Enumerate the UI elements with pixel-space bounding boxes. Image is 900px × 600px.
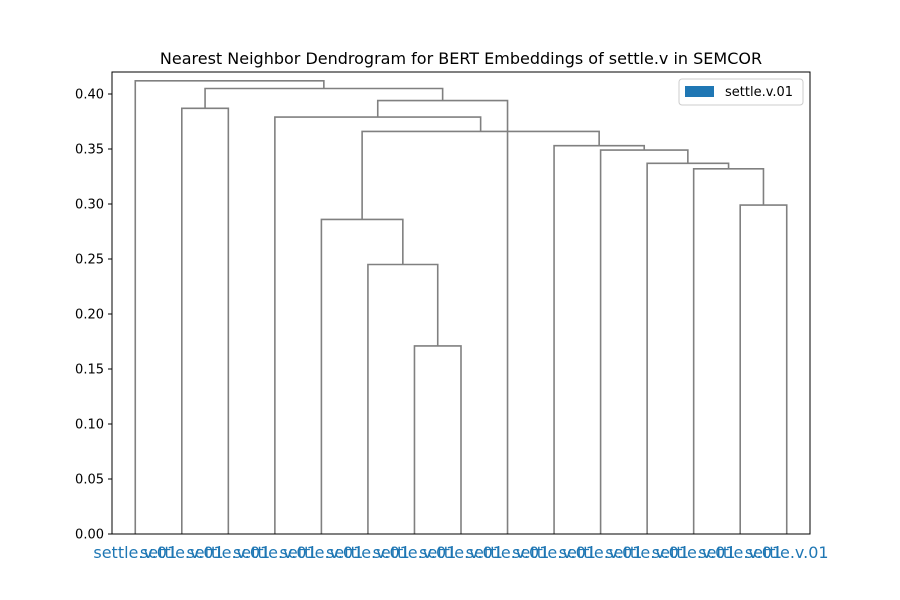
legend-box <box>678 78 804 106</box>
y-tick-label: 0.25 <box>75 253 104 268</box>
leaf-label: settle.v.01 <box>466 543 550 562</box>
leaf-labels: settle.v.01settle.v.01settle.v.01settle.… <box>93 543 828 562</box>
leaf-label: settle.v.01 <box>698 543 782 562</box>
legend-swatch <box>685 86 714 97</box>
y-tick-label: 0.05 <box>75 473 104 488</box>
axes-frame <box>111 71 811 535</box>
dendrogram-link <box>134 80 325 534</box>
leaf-label: settle.v.01 <box>605 543 689 562</box>
leaf-label: settle.v.01 <box>559 543 643 562</box>
y-tick-label: 0.30 <box>75 198 104 213</box>
leaf-label: settle.v.01 <box>745 543 829 562</box>
leaf-label: settle.v.01 <box>233 543 317 562</box>
leaf-label: settle.v.01 <box>93 543 177 562</box>
leaf-label: settle.v.01 <box>326 543 410 562</box>
legend-label: settle.v.01 <box>725 85 793 100</box>
leaf-label: settle.v.01 <box>652 543 736 562</box>
y-tick-label: 0.35 <box>75 143 104 158</box>
y-tick-label: 0.40 <box>75 88 104 103</box>
leaf-label: settle.v.01 <box>140 543 224 562</box>
leaf-label: settle.v.01 <box>512 543 596 562</box>
y-axis: 0.00 0.05 0.10 0.15 0.20 0.25 0.30 0.35 0.40 <box>75 88 112 543</box>
y-tick-label: 0.10 <box>75 418 104 433</box>
chart-title: Nearest Neighbor Dendrogram for BERT Emb… <box>160 49 762 68</box>
leaf-label: settle.v.01 <box>373 543 457 562</box>
y-tick-label: 0.15 <box>75 363 104 378</box>
y-tick-label: 0.00 <box>75 528 104 543</box>
y-tick-label: 0.20 <box>75 308 104 323</box>
legend: settle.v.01 <box>678 78 804 106</box>
dendrogram-links <box>134 80 788 534</box>
leaf-label: settle.v.01 <box>419 543 503 562</box>
leaf-label: settle.v.01 <box>186 543 270 562</box>
leaf-label: settle.v.01 <box>280 543 364 562</box>
